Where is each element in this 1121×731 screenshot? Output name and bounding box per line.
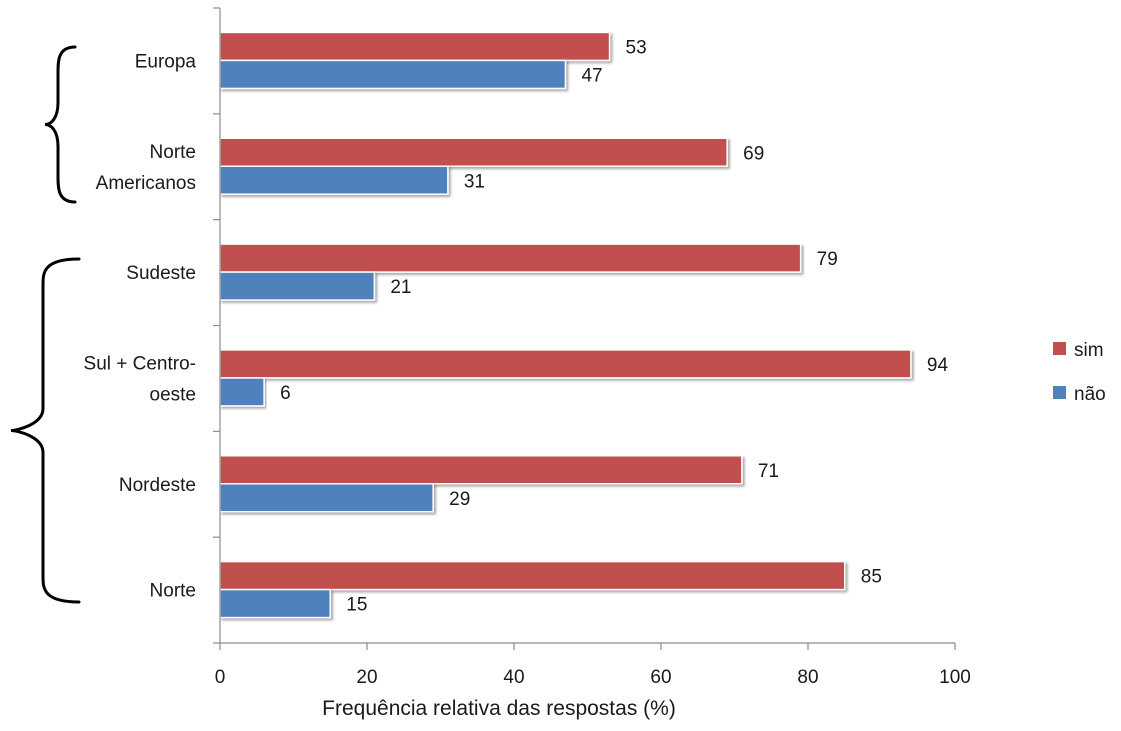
data-label-não-5: 15 (346, 595, 367, 616)
x-axis-title: Frequência relativa das respostas (%) (322, 697, 676, 720)
bar-sim-3 (219, 349, 912, 379)
x-tick-label-2: 40 (503, 667, 524, 688)
bar-não-4 (219, 483, 434, 513)
category-label-line: Norte (150, 581, 196, 602)
group-bracket-0 (44, 45, 77, 204)
data-label-sim-4: 71 (758, 461, 779, 482)
data-label-não-2: 21 (390, 277, 411, 298)
data-label-não-4: 29 (449, 489, 470, 510)
category-label-line: oeste (150, 384, 196, 405)
bar-não-2 (219, 271, 376, 301)
axes-layer (213, 7, 956, 650)
x-tick-label-5: 100 (939, 667, 971, 688)
data-label-sim-3: 94 (927, 355, 949, 376)
category-label-line: Americanos (96, 173, 196, 194)
bar-não-5 (219, 588, 331, 619)
category-label-line: Nordeste (119, 475, 196, 496)
bar-sim-5 (219, 560, 846, 591)
category-label-3: Sul + Centro-oeste (84, 353, 196, 405)
x-tick-label-1: 20 (356, 667, 377, 688)
bar-não-3 (219, 377, 265, 407)
bar-não-0 (219, 59, 567, 90)
category-label-0: Europa (135, 51, 197, 72)
bar-sim-0 (219, 31, 611, 62)
category-label-2: Sudeste (126, 263, 196, 284)
category-label-line: Europa (135, 51, 197, 72)
data-label-não-0: 47 (581, 65, 602, 86)
group-bracket-1 (10, 257, 81, 604)
bars-layer (219, 31, 912, 619)
legend-swatch-sim (1053, 342, 1066, 355)
group-brackets (10, 45, 81, 604)
x-tick-label-4: 80 (797, 667, 818, 688)
legend: sim não (1053, 340, 1106, 405)
bar-sim-2 (219, 243, 802, 273)
category-label-4: Nordeste (119, 475, 196, 496)
category-label-5: Norte (150, 581, 196, 602)
category-label-1: Norte Americanos (96, 142, 196, 194)
x-tick-label-0: 0 (215, 667, 226, 688)
data-label-sim-0: 53 (626, 37, 647, 58)
category-label-line: Sudeste (126, 263, 196, 284)
data-label-sim-5: 85 (861, 567, 882, 588)
data-label-não-3: 6 (280, 383, 291, 404)
legend-swatch-não (1053, 386, 1066, 399)
category-label-line: Sul + Centro- (84, 353, 196, 374)
category-label-line: Norte (150, 142, 196, 163)
legend-label-sim: sim (1074, 340, 1104, 361)
x-tick-label-3: 60 (650, 667, 671, 688)
data-label-sim-2: 79 (817, 249, 838, 270)
data-label-sim-1: 69 (743, 143, 764, 164)
bar-não-1 (219, 165, 449, 195)
bar-sim-4 (219, 455, 743, 485)
bar-sim-1 (219, 137, 728, 167)
legend-label-não: não (1074, 384, 1106, 405)
data-label-não-1: 31 (464, 171, 485, 192)
labels-layer: 53 69 79 94 71 85 47 31 21 6 29 15 0 20 40 60 80 100 Europ… (84, 37, 971, 688)
